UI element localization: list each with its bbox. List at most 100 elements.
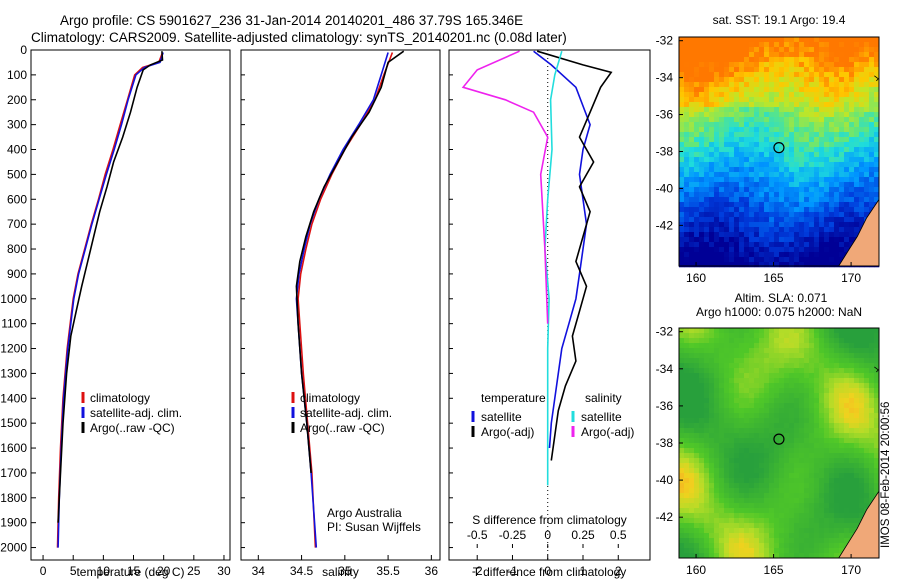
map-cell xyxy=(774,222,780,228)
map-cell xyxy=(804,383,810,389)
map-cell xyxy=(834,147,840,153)
map-cell xyxy=(739,458,745,464)
map-cell xyxy=(789,433,795,439)
map-cell xyxy=(779,533,785,539)
map-cell xyxy=(684,398,690,404)
map-cell xyxy=(814,378,820,384)
map-cell xyxy=(834,478,840,484)
map-cell xyxy=(749,543,755,549)
map-cell xyxy=(759,553,765,559)
map-cell xyxy=(724,102,730,108)
map-cell xyxy=(749,252,755,258)
map-cell xyxy=(694,443,700,449)
map-cell xyxy=(844,157,850,163)
map-cell xyxy=(809,328,815,334)
map-cell xyxy=(789,77,795,83)
map-cell xyxy=(809,177,815,183)
map-cell xyxy=(849,42,855,48)
map-cell xyxy=(764,353,770,359)
map-cell xyxy=(739,262,745,268)
map-cell xyxy=(704,483,710,489)
map-cell xyxy=(834,247,840,253)
map-cell xyxy=(684,122,690,128)
map-cell xyxy=(694,132,700,138)
map-cell xyxy=(814,217,820,223)
map-cell xyxy=(769,257,775,263)
map-cell xyxy=(704,262,710,268)
map-cell xyxy=(839,358,845,364)
map-cell xyxy=(844,538,850,544)
map-cell xyxy=(814,503,820,509)
map-cell xyxy=(814,418,820,424)
map-cell xyxy=(804,202,810,208)
map-cell xyxy=(854,77,860,83)
map-cell xyxy=(824,137,830,143)
map-y-tick-label: -36 xyxy=(656,399,674,413)
map-cell xyxy=(754,222,760,228)
map-cell xyxy=(704,142,710,148)
map-cell xyxy=(779,418,785,424)
map-cell xyxy=(719,192,725,198)
map-cell xyxy=(749,498,755,504)
map-cell xyxy=(834,428,840,434)
map-cell xyxy=(844,408,850,414)
map-cell xyxy=(804,92,810,98)
map-cell xyxy=(864,453,870,459)
map-cell xyxy=(719,403,725,409)
map-cell xyxy=(759,247,765,253)
map-cell xyxy=(729,533,735,539)
map-cell xyxy=(729,142,735,148)
map-cell xyxy=(739,92,745,98)
map-cell xyxy=(854,212,860,218)
map-cell xyxy=(759,242,765,248)
map-cell xyxy=(694,47,700,53)
map-cell xyxy=(809,448,815,454)
map-cell xyxy=(699,202,705,208)
map-cell xyxy=(839,488,845,494)
map-cell xyxy=(739,127,745,133)
map-cell xyxy=(819,518,825,524)
map-cell xyxy=(869,423,875,429)
map-cell xyxy=(844,62,850,68)
argo-position-marker xyxy=(773,142,785,154)
map-cell xyxy=(719,162,725,168)
map-cell xyxy=(729,508,735,514)
map-cell xyxy=(819,217,825,223)
map-cell xyxy=(744,328,750,334)
map-cell xyxy=(679,77,685,83)
map-cell xyxy=(804,157,810,163)
map-cell xyxy=(809,237,815,243)
map-cell xyxy=(724,418,730,424)
map-cell xyxy=(719,107,725,113)
legend-entry: climatology xyxy=(90,391,150,405)
map-cell xyxy=(694,127,700,133)
map-cell xyxy=(854,393,860,399)
map-cell xyxy=(684,373,690,379)
map-cell xyxy=(854,378,860,384)
map-cell xyxy=(844,398,850,404)
map-cell xyxy=(829,338,835,344)
map-cell xyxy=(699,37,705,43)
map-cell xyxy=(864,182,870,188)
map-cell xyxy=(769,548,775,554)
map-cell xyxy=(854,438,860,444)
map-cell xyxy=(749,403,755,409)
map-cell xyxy=(684,67,690,73)
map-cell xyxy=(699,72,705,78)
map-cell xyxy=(704,438,710,444)
map-cell xyxy=(824,102,830,108)
y-tick-label: 1300 xyxy=(0,366,27,380)
map-cell xyxy=(874,413,880,419)
map-cell xyxy=(874,403,880,409)
map-cell xyxy=(854,172,860,178)
map-cell xyxy=(754,92,760,98)
map-cell xyxy=(859,127,865,133)
map-cell xyxy=(789,553,795,559)
map-cell xyxy=(829,543,835,549)
map-cell xyxy=(834,262,840,268)
map-cell xyxy=(874,368,880,374)
map-cell xyxy=(784,182,790,188)
map-cell xyxy=(794,498,800,504)
map-cell xyxy=(779,237,785,243)
